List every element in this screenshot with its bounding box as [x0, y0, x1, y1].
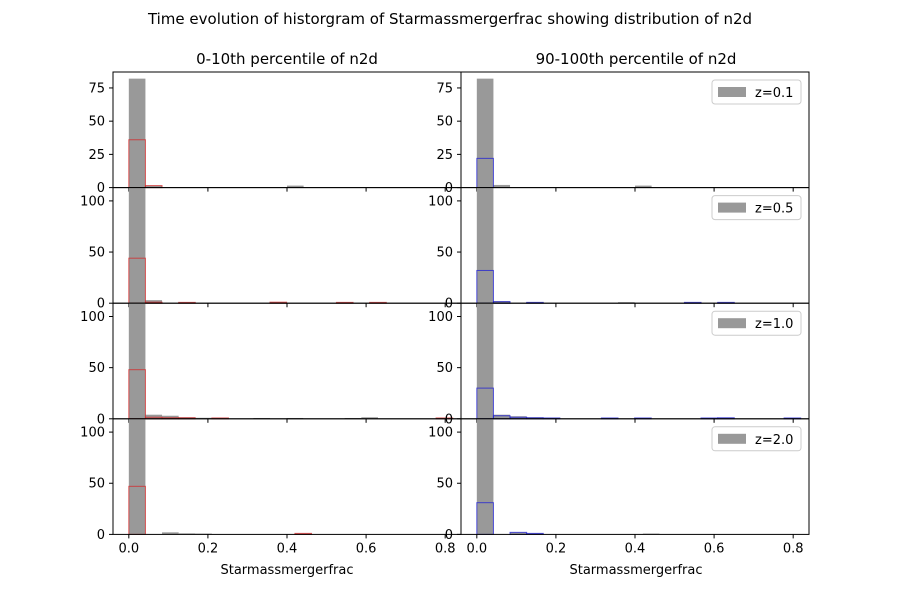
legend-label-r0: z=0.1 [755, 86, 793, 101]
y-tick-label-r2-c0-0: 0 [97, 412, 105, 427]
legend-swatch-r1 [718, 202, 746, 213]
legend-box-r2 [711, 310, 802, 336]
y-tick-label-r0-c1-0: 0 [445, 181, 453, 196]
background-bar-r3-c1-0 [476, 418, 494, 535]
y-tick-label-r1-c1-1: 50 [436, 246, 453, 261]
y-tick-label-r0-c0-1: 25 [88, 148, 105, 163]
column-title-right: 90-100th percentile of n2d [536, 50, 737, 68]
background-bar-r1-c0-3 [269, 302, 287, 304]
background-bar-r1-c1-0 [476, 187, 494, 304]
x-tick-label-c1-0: 0.0 [466, 541, 487, 556]
legend-r0: z=0.1 [711, 79, 802, 105]
background-bar-r2-c0-0 [128, 303, 146, 419]
background-bar-r2-c1-0 [476, 303, 494, 419]
column-title-left: 0-10th percentile of n2d [196, 50, 378, 68]
y-tick-label-r3-c1-2: 100 [428, 426, 453, 441]
legend-label-r3: z=2.0 [755, 433, 793, 448]
background-bar-r0-c0-2 [287, 185, 304, 188]
background-bar-r1-c0-0 [128, 187, 146, 304]
panel-r2-c0: 0 50 100 [80, 302, 462, 427]
legend-swatch-r3 [718, 433, 746, 444]
y-tick-label-r2-c1-0: 0 [445, 412, 453, 427]
panel-r0-c1: 0 25 50 75 z=0.1 [436, 71, 810, 196]
x-tick-label-c1-1: 0.2 [546, 541, 567, 556]
background-bar-r0-c0-1 [145, 185, 163, 188]
x-tick-label-c0-0: 0.0 [118, 541, 139, 556]
legend-swatch-r0 [718, 87, 746, 97]
legend-label-r2: z=1.0 [755, 317, 793, 332]
background-bar-r2-c1-1 [493, 414, 511, 419]
x-tick-label-c1-4: 0.8 [783, 541, 804, 556]
background-bar-r2-c1-8 [717, 417, 735, 419]
figure-suptitle: Time evolution of historgram of Starmass… [147, 10, 752, 28]
background-bar-r0-c1-2 [635, 185, 652, 188]
background-bar-r0-c0-0 [128, 78, 146, 188]
y-tick-label-r2-c0-2: 100 [80, 310, 105, 325]
y-tick-label-r1-c0-2: 100 [80, 194, 105, 209]
y-tick-label-r1-c0-0: 0 [97, 297, 105, 312]
background-bar-r0-c1-0 [476, 78, 494, 188]
background-bar-r3-c0-0 [128, 418, 146, 535]
background-bar-r2-c0-4 [195, 417, 212, 419]
x-tick-label-c1-3: 0.6 [704, 541, 725, 556]
y-tick-label-r0-c1-3: 75 [436, 81, 453, 96]
x-tick-label-c0-2: 0.4 [277, 541, 298, 556]
background-bar-r3-c1-1 [510, 532, 527, 535]
y-tick-label-r0-c0-3: 75 [88, 81, 105, 96]
y-tick-label-r0-c1-1: 25 [436, 148, 453, 163]
y-tick-label-r0-c0-0: 0 [97, 181, 105, 196]
background-bar-r1-c0-1 [145, 300, 163, 304]
y-tick-label-r0-c1-2: 50 [436, 115, 453, 130]
x-axis-label-left: Starmassmergerfrac [220, 563, 353, 578]
background-bar-r0-c1-1 [493, 184, 511, 188]
y-tick-label-r3-c0-1: 50 [88, 477, 105, 492]
background-bar-r2-c0-9 [361, 417, 378, 419]
legend-r2: z=1.0 [711, 310, 802, 336]
y-tick-label-r3-c1-1: 50 [436, 477, 453, 492]
background-bar-r3-c1-2 [526, 533, 544, 535]
y-tick-label-r2-c0-1: 50 [88, 361, 105, 376]
panel-r3-c1: 0 50 100 0.0 0.2 0.4 0.6 0.8 z=2.0 [428, 418, 810, 556]
legend-box-r0 [711, 79, 802, 105]
y-tick-label-r1-c1-0: 0 [445, 297, 453, 312]
y-tick-label-r2-c1-2: 100 [428, 310, 453, 325]
background-bar-r1-c1-1 [493, 301, 511, 304]
y-tick-label-r1-c0-1: 50 [88, 246, 105, 261]
y-tick-label-r3-c1-0: 0 [445, 528, 453, 543]
legend-box-r3 [711, 426, 802, 452]
x-axis-label-right: Starmassmergerfrac [569, 563, 702, 578]
x-tick-label-c0-1: 0.2 [198, 541, 219, 556]
y-tick-label-r3-c0-2: 100 [80, 426, 105, 441]
background-bar-r3-c0-1 [162, 532, 179, 535]
y-tick-label-r2-c1-1: 50 [436, 361, 453, 376]
panel-frame-r3-c1 [460, 418, 810, 535]
background-bar-r2-c0-2 [162, 415, 179, 419]
legend-swatch-r2 [718, 318, 746, 329]
legend-r1: z=0.5 [711, 195, 802, 221]
legend-r3: z=2.0 [711, 426, 802, 452]
x-tick-label-c1-2: 0.4 [625, 541, 646, 556]
x-tick-label-c0-4: 0.8 [435, 541, 456, 556]
y-tick-label-r3-c0-0: 0 [97, 528, 105, 543]
x-tick-label-c0-3: 0.6 [356, 541, 377, 556]
panel-r3-c0: 0 50 100 0.0 0.2 0.4 0.6 0.8 [80, 418, 462, 556]
legend-box-r1 [711, 195, 802, 221]
y-tick-label-r0-c0-2: 50 [88, 115, 105, 130]
background-bar-r2-c0-1 [145, 414, 163, 419]
y-tick-label-r1-c1-2: 100 [428, 194, 453, 209]
background-bar-r1-c1-3 [617, 302, 635, 304]
legend-label-r1: z=0.5 [755, 202, 793, 217]
background-bar-r3-c0-2 [178, 533, 196, 535]
